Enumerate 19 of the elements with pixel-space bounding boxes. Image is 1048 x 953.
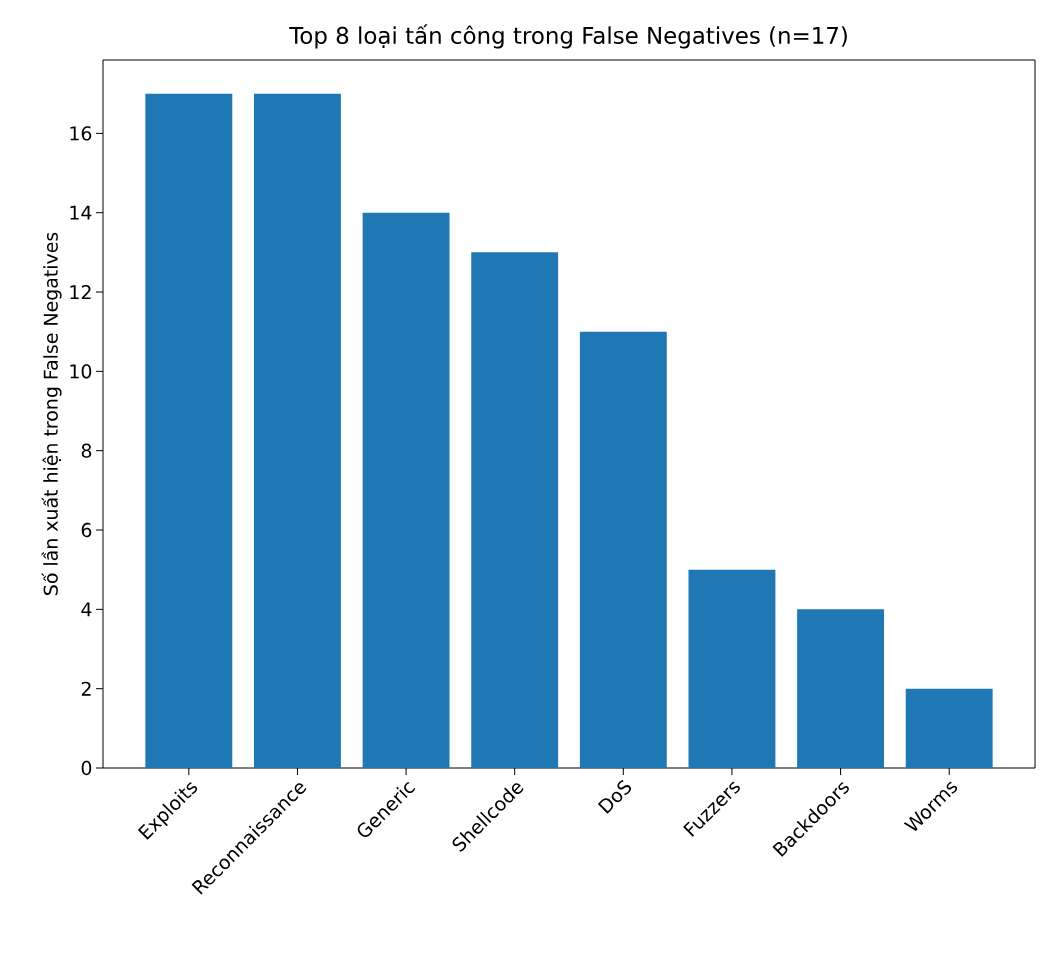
- bar: [471, 252, 559, 768]
- y-tick-label: 16: [70, 126, 92, 141]
- bar: [362, 212, 450, 768]
- y-tick-label: 2: [81, 681, 91, 696]
- y-tick-label: 14: [70, 205, 92, 220]
- bar: [253, 93, 341, 768]
- y-tick-label: 6: [81, 522, 92, 538]
- y-tick-label: 10: [70, 364, 92, 379]
- bar: [905, 688, 993, 768]
- bar: [145, 93, 233, 768]
- bar: [688, 569, 776, 768]
- y-tick-label: 12: [70, 285, 91, 300]
- y-tick-label: 0: [81, 760, 92, 776]
- y-tick-label: 4: [81, 602, 92, 617]
- chart-title: Top 8 loại tấn công trong False Negatives (n=17): [289, 24, 847, 49]
- bar: [797, 609, 885, 768]
- y-axis-title: Số lần xuất hiện trong False Negatives: [41, 232, 62, 595]
- y-tick-label: 8: [81, 443, 92, 458]
- bar: [579, 331, 667, 768]
